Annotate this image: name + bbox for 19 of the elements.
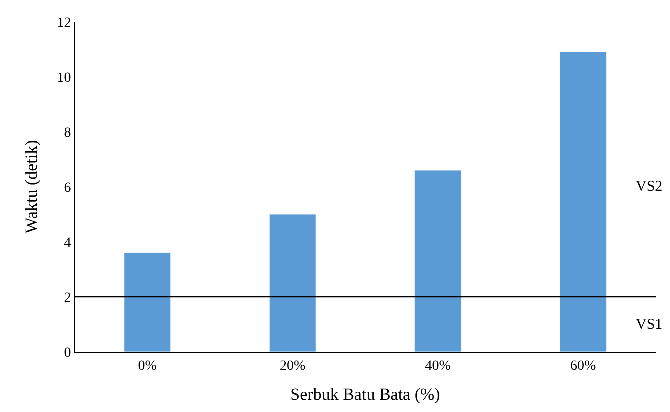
bar xyxy=(124,252,172,352)
y-tick-label: 4 xyxy=(64,236,72,251)
y-tick-label: 12 xyxy=(57,16,72,31)
y-tick-label: 8 xyxy=(64,126,72,141)
y-tick-label: 6 xyxy=(64,180,72,196)
bar xyxy=(414,170,462,352)
y-tick-label: 2 xyxy=(64,290,72,306)
x-tick-label: 0% xyxy=(138,358,158,374)
y-tick-label: 0 xyxy=(64,346,72,361)
x-tick-label: 40% xyxy=(425,358,452,374)
annotation: VS1 xyxy=(636,317,663,333)
bar xyxy=(560,52,607,352)
x-tick-label: 60% xyxy=(570,358,597,374)
x-axis-title: Serbuk Batu Bata (%) xyxy=(290,385,440,404)
bar xyxy=(269,214,316,352)
y-tick-label: 10 xyxy=(57,70,72,86)
annotation: VS2 xyxy=(636,179,663,195)
y-axis-title: Waktu (detik) xyxy=(22,140,41,234)
x-tick-label: 20% xyxy=(280,358,306,374)
